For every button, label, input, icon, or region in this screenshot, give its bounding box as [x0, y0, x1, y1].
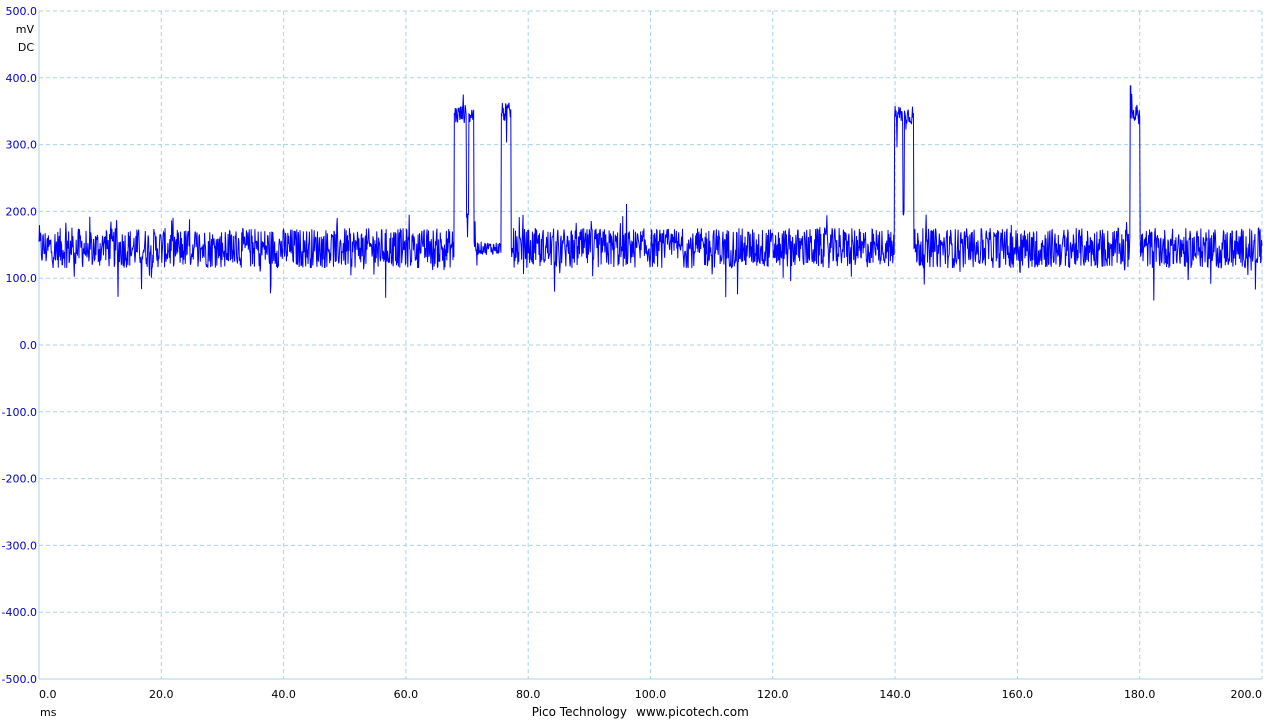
x-tick-label: 80.0 — [516, 688, 541, 701]
y-tick-label: -100.0 — [2, 406, 37, 419]
footer-brand: Pico Technology — [532, 705, 627, 719]
y-unit-label: mV — [16, 23, 35, 36]
x-tick-label: 20.0 — [149, 688, 174, 701]
y-tick-label: 500.0 — [6, 5, 38, 18]
x-tick-label: 160.0 — [1002, 688, 1034, 701]
footer-url: www.picotech.com — [636, 705, 749, 719]
x-tick-label: 180.0 — [1124, 688, 1156, 701]
y-coupling-label: DC — [18, 41, 34, 54]
x-unit-label: ms — [40, 706, 57, 719]
y-tick-label: 400.0 — [6, 72, 38, 85]
x-tick-labels: 0.0 20.0 40.0 60.0 80.0 100.0 120.0 140.0 160.0 1… — [39, 688, 1262, 701]
y-tick-label: -500.0 — [2, 673, 37, 686]
x-tick-label: 60.0 — [394, 688, 419, 701]
trace-layer — [38, 85, 1263, 301]
plot-axes — [38, 10, 1262, 680]
x-tick-label: 140.0 — [879, 688, 911, 701]
y-tick-label: 0.0 — [20, 339, 38, 352]
x-tick-label: 0.0 — [39, 688, 57, 701]
y-tick-label: -400.0 — [2, 606, 37, 619]
y-tick-label: -200.0 — [2, 473, 37, 486]
x-tick-label: 40.0 — [271, 688, 296, 701]
y-tick-label: 200.0 — [6, 205, 38, 218]
y-tick-label: 300.0 — [6, 139, 38, 152]
y-tick-labels: 500.0 400.0 300.0 200.0 100.0 0.0 -100.0 -200.0… — [2, 5, 37, 686]
x-tick-label: 200.0 — [1231, 688, 1263, 701]
x-tick-label: 120.0 — [757, 688, 789, 701]
signal-trace — [38, 85, 1263, 301]
x-tick-label: 100.0 — [635, 688, 667, 701]
grid-lines — [39, 11, 1263, 679]
y-tick-label: -300.0 — [2, 539, 37, 552]
y-tick-label: 100.0 — [6, 272, 38, 285]
